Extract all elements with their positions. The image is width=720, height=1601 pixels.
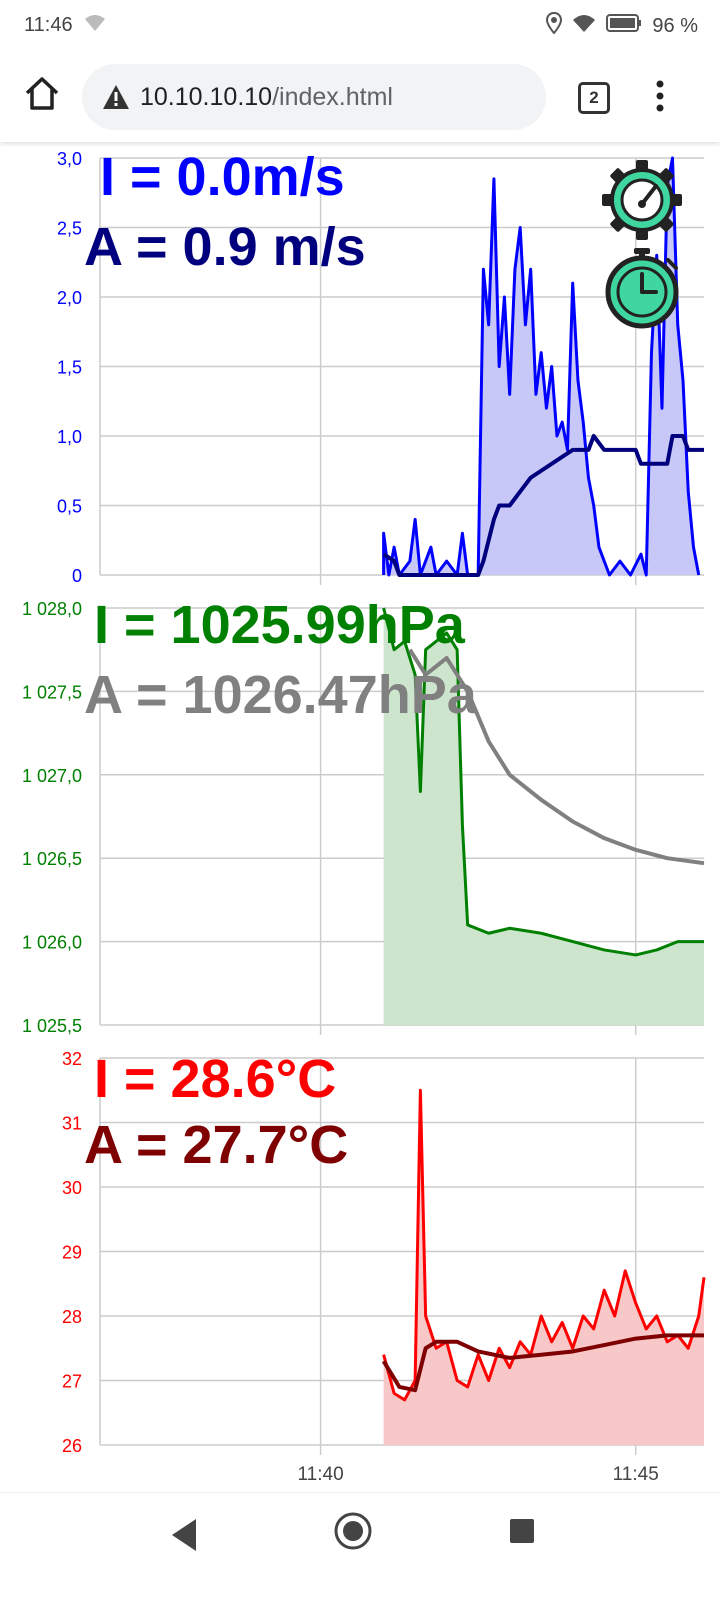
url-path: /index.html xyxy=(272,83,393,111)
pressure-average-value: A = 1026.47hPa xyxy=(84,665,477,725)
url-host: 10.10.10.10 xyxy=(140,83,273,111)
series-line-0 xyxy=(382,1088,706,1402)
chart-panel-1: 1 025,5 1 026,0 1 026,5 1 027,0 1 027,5 1 028… xyxy=(22,599,705,1036)
x-tick-label: 11:40 xyxy=(298,1464,344,1485)
y-tick-label: 0,5 xyxy=(57,497,82,517)
wind-instant-value: I = 0.0m/s xyxy=(100,147,345,207)
series-line-0 xyxy=(382,156,701,577)
system-nav-bar xyxy=(0,1492,720,1601)
series-line-1 xyxy=(408,648,705,866)
overflow-menu-button[interactable] xyxy=(650,78,670,114)
stopwatch-icon xyxy=(605,248,679,329)
y-tick-label: 1 027,5 xyxy=(22,682,82,702)
gear-gauge-icon xyxy=(602,160,682,240)
y-tick-label: 26 xyxy=(62,1436,82,1456)
page-content: 0 0,5 1,0 1,5 2,0 2,5 3,0 1 025,5 1 026,0 1 026,5… xyxy=(0,142,720,1492)
series-area-0 xyxy=(383,608,704,1025)
battery-icon xyxy=(606,14,642,38)
recents-square-icon xyxy=(510,1519,534,1543)
more-vert-icon xyxy=(656,80,664,112)
y-tick-label: 1,0 xyxy=(57,427,82,447)
temperature-average-value: A = 27.7°C xyxy=(84,1115,349,1175)
y-tick-label: 29 xyxy=(62,1243,82,1263)
wind-average-value: A = 0.9 m/s xyxy=(84,217,366,277)
y-tick-label: 1,5 xyxy=(57,358,82,378)
series-line-1 xyxy=(381,1333,704,1393)
y-tick-label: 27 xyxy=(62,1372,82,1392)
y-tick-label: 2,0 xyxy=(57,288,82,308)
series-line-0 xyxy=(382,607,704,957)
y-tick-label: 0 xyxy=(72,566,82,586)
x-tick-label: 11:45 xyxy=(613,1464,659,1485)
location-icon xyxy=(546,11,563,40)
y-tick-label: 1 026,0 xyxy=(22,933,82,953)
y-tick-label: 31 xyxy=(62,1114,82,1134)
no-internet-wifi-icon xyxy=(84,14,106,38)
home-button[interactable] xyxy=(22,74,62,114)
back-triangle-icon xyxy=(172,1519,196,1551)
y-tick-label: 2,5 xyxy=(57,219,82,239)
y-tick-label: 1 025,5 xyxy=(22,1016,82,1036)
status-time: 11:46 xyxy=(24,14,73,36)
y-tick-label: 1 026,5 xyxy=(22,849,82,869)
url-text[interactable]: 10.10.10.10/index.html xyxy=(140,83,393,112)
back-button[interactable] xyxy=(168,1517,200,1558)
chart-panel-0: 0 0,5 1,0 1,5 2,0 2,5 3,0 xyxy=(57,149,704,586)
y-tick-label: 1 027,0 xyxy=(22,766,82,786)
home-nav-button[interactable] xyxy=(333,1511,373,1556)
pressure-instant-value: I = 1025.99hPa xyxy=(94,595,465,655)
settings-gauge-button[interactable] xyxy=(600,158,684,242)
y-tick-label: 32 xyxy=(62,1049,82,1069)
status-bar: 11:46 96 % xyxy=(0,0,720,52)
series-line-1 xyxy=(382,434,704,577)
y-tick-label: 28 xyxy=(62,1307,82,1327)
home-icon xyxy=(25,77,59,110)
charts-canvas: 0 0,5 1,0 1,5 2,0 2,5 3,0 1 025,5 1 026,0 1 026,5… xyxy=(22,149,706,1485)
y-tick-label: 3,0 xyxy=(57,149,82,169)
address-bar[interactable]: 10.10.10.10/index.html xyxy=(82,64,546,130)
y-tick-label: 1 028,0 xyxy=(22,599,82,619)
not-secure-warning-icon[interactable] xyxy=(102,84,130,115)
recents-button[interactable] xyxy=(508,1517,536,1550)
series-area-0 xyxy=(383,1090,704,1445)
tab-switcher-button[interactable]: 2 xyxy=(578,82,610,114)
home-circle-icon xyxy=(334,1512,372,1550)
status-icons: 96 % xyxy=(546,11,698,40)
wifi-icon xyxy=(572,13,596,39)
battery-percent: 96 % xyxy=(652,14,698,37)
browser-toolbar: 10.10.10.10/index.html 2 xyxy=(0,52,720,142)
chart-panel-2: 26 27 28 29 30 31 32 xyxy=(62,1049,706,1456)
stopwatch-button[interactable] xyxy=(604,246,684,330)
y-tick-label: 30 xyxy=(62,1178,82,1198)
temperature-instant-value: I = 28.6°C xyxy=(94,1049,337,1109)
